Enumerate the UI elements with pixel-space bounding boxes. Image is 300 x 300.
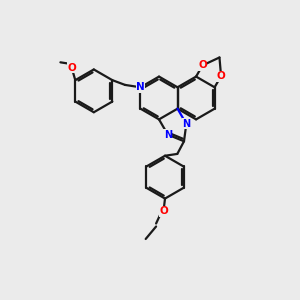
Text: N: N [136, 82, 145, 92]
Text: O: O [217, 71, 226, 81]
Text: O: O [198, 60, 207, 70]
Text: N: N [182, 119, 190, 129]
Text: O: O [159, 206, 168, 216]
Text: N: N [164, 130, 172, 140]
Text: O: O [67, 63, 76, 73]
